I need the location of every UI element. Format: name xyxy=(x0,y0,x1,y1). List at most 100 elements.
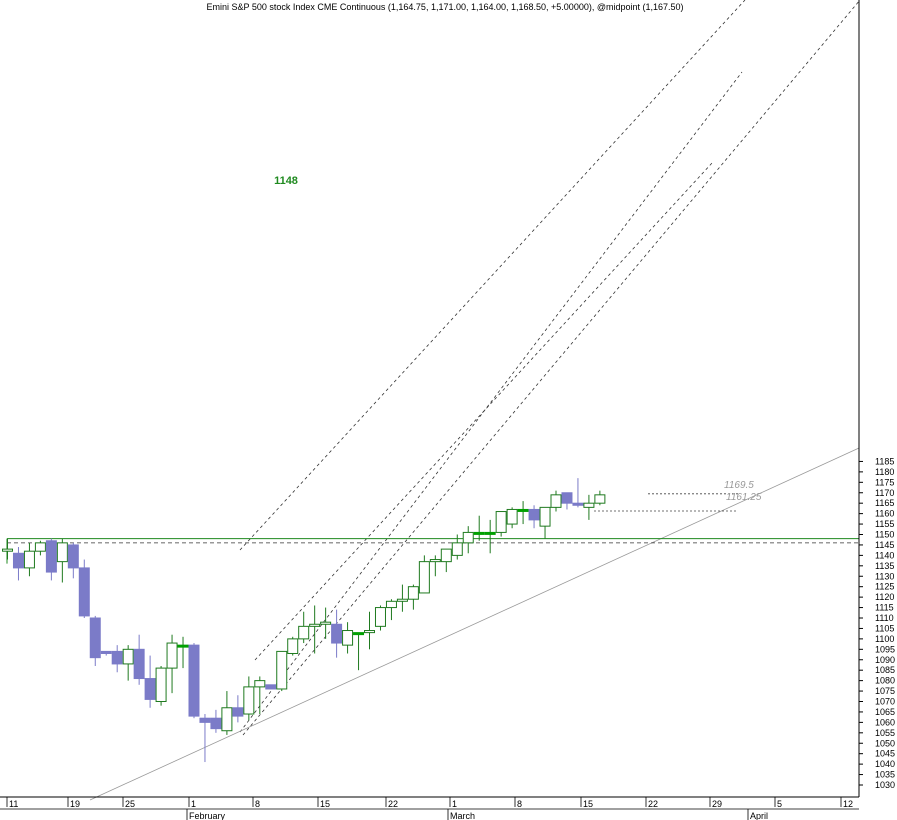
candle xyxy=(122,645,134,681)
y-tick-label: 1110 xyxy=(875,613,894,623)
candle-body xyxy=(111,650,123,665)
x-tick-label: 8 xyxy=(255,799,260,809)
candle-body xyxy=(287,638,299,654)
candle-body xyxy=(265,684,277,690)
chart-title: Emini S&P 500 stock Index CME Continuous… xyxy=(206,2,683,12)
x-tick-label: 1 xyxy=(191,799,196,809)
candle-body xyxy=(429,559,441,563)
candle xyxy=(353,632,365,671)
candle-body xyxy=(342,630,354,646)
candle-body xyxy=(232,707,244,717)
candle-body xyxy=(243,686,255,715)
candle xyxy=(232,695,244,723)
candle xyxy=(23,542,35,577)
month-label: April xyxy=(750,811,768,820)
candle-body xyxy=(407,586,419,600)
candle xyxy=(331,609,343,658)
candle xyxy=(2,538,13,560)
candle xyxy=(78,559,90,618)
y-tick-label: 1030 xyxy=(875,780,895,790)
candle xyxy=(418,555,430,594)
candle xyxy=(188,643,200,719)
candle-body xyxy=(2,548,13,552)
candle-body xyxy=(12,552,24,569)
candles xyxy=(2,478,606,763)
channel-line xyxy=(239,0,746,551)
month-label: February xyxy=(189,811,226,820)
candle-body xyxy=(550,494,562,508)
y-tick-label: 1065 xyxy=(875,707,895,717)
candle xyxy=(166,634,178,694)
candle xyxy=(342,622,354,654)
channel-line xyxy=(242,0,861,736)
candle xyxy=(528,505,540,529)
candle-body xyxy=(462,531,474,544)
y-tick-label: 1150 xyxy=(875,530,894,540)
candle xyxy=(396,584,408,612)
candle xyxy=(199,714,211,763)
y-tick-label: 1115 xyxy=(875,603,894,613)
candle xyxy=(451,534,463,560)
x-tick-label: 29 xyxy=(712,799,722,809)
y-tick-label: 1155 xyxy=(875,519,894,529)
y-tick-label: 1160 xyxy=(875,509,894,519)
candle-body xyxy=(188,644,200,717)
candle-body xyxy=(473,531,485,535)
y-tick-label: 1055 xyxy=(875,728,895,738)
candle xyxy=(298,611,310,644)
y-tick-label: 1165 xyxy=(875,498,894,508)
y-tick-label: 1080 xyxy=(875,676,895,686)
y-tick-label: 1060 xyxy=(875,717,895,727)
candle xyxy=(12,547,24,581)
candle-body xyxy=(133,648,145,680)
candle-body xyxy=(539,506,551,527)
candle-body xyxy=(89,617,101,659)
candle xyxy=(309,605,321,654)
candle-body xyxy=(45,540,57,573)
candle xyxy=(572,478,584,508)
x-tick-label: 11 xyxy=(9,799,18,809)
candle xyxy=(276,650,288,692)
x-tick-label: 15 xyxy=(320,799,330,809)
x-tick-label: 22 xyxy=(648,799,658,809)
y-tick-label: 1085 xyxy=(875,665,895,675)
candle-body xyxy=(451,542,463,556)
candle xyxy=(89,615,101,667)
y-tick-label: 1180 xyxy=(875,467,894,477)
candle-body xyxy=(418,561,430,594)
candle-body xyxy=(221,707,233,732)
candle xyxy=(111,645,123,673)
candle-body xyxy=(199,717,211,723)
candle xyxy=(517,501,529,525)
y-tick-label: 1050 xyxy=(875,738,895,748)
candle-body xyxy=(34,542,46,552)
candle-body xyxy=(353,632,365,636)
candle-body xyxy=(56,542,68,563)
channel-line xyxy=(239,71,743,733)
y-tick-label: 1140 xyxy=(875,550,894,560)
candle xyxy=(67,542,79,579)
candle xyxy=(495,511,507,537)
y-tick-label: 1090 xyxy=(875,655,895,665)
y-tick-label: 1130 xyxy=(875,571,894,581)
candle-body xyxy=(374,607,386,627)
candle-body xyxy=(517,508,529,512)
candle xyxy=(155,666,167,706)
candle xyxy=(34,540,46,556)
candle-body xyxy=(309,623,321,627)
candle xyxy=(583,494,595,520)
candle-body xyxy=(67,544,79,569)
candle-body xyxy=(177,644,189,648)
candle xyxy=(385,599,397,621)
y-tick-label: 1035 xyxy=(875,770,895,780)
candle-body xyxy=(572,502,584,506)
candle xyxy=(56,538,68,583)
x-tick-label: 1 xyxy=(452,799,457,809)
candle xyxy=(462,526,474,554)
candle xyxy=(100,650,112,656)
candle-body xyxy=(23,550,35,569)
x-tick-label: 22 xyxy=(388,799,398,809)
y-tick-label: 1105 xyxy=(875,623,894,633)
